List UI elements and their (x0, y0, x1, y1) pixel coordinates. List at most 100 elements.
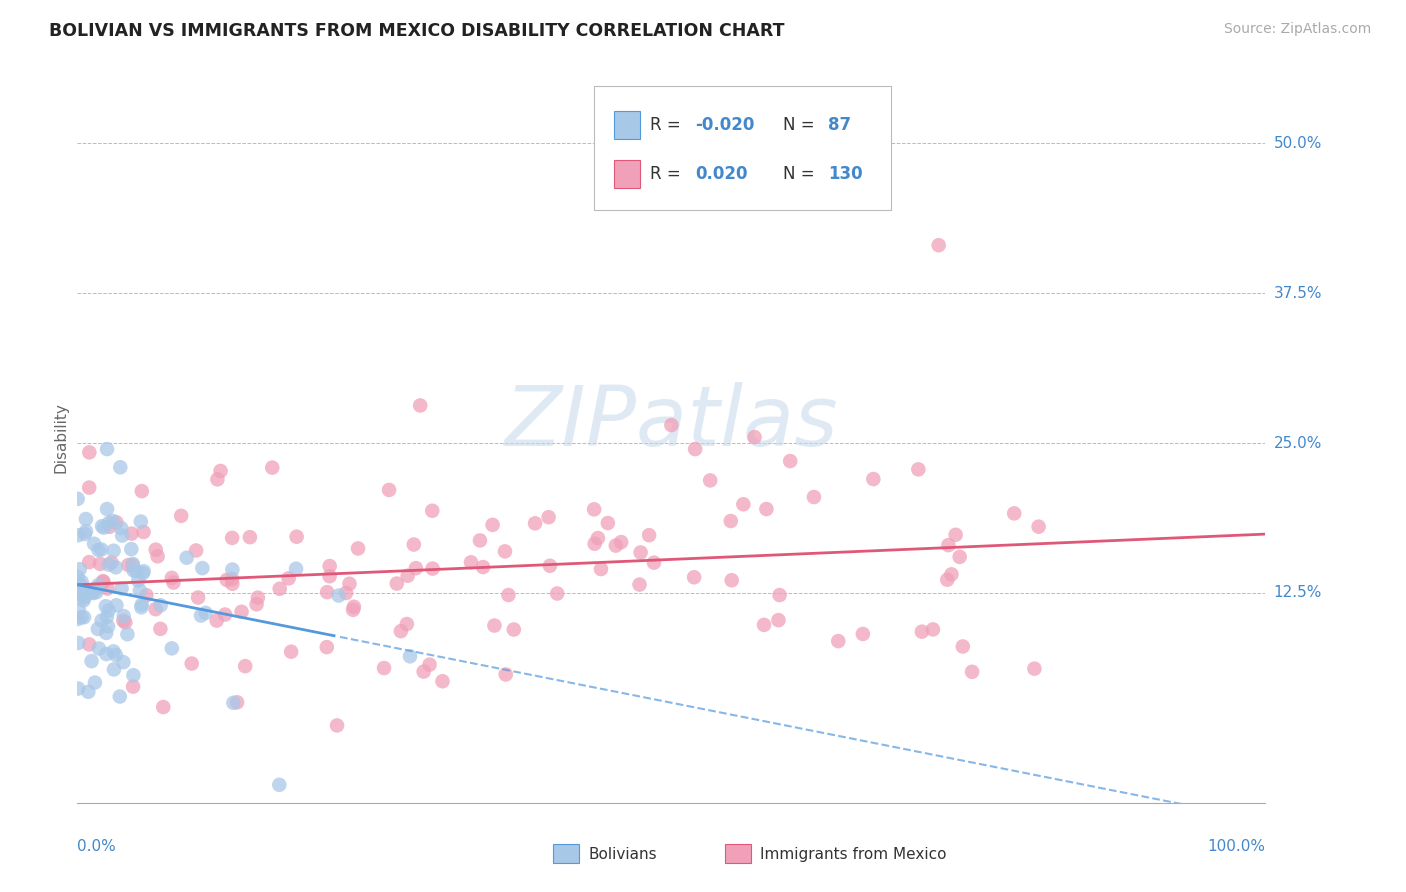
Point (70, 610, 93, 624)
Point (75, 524, 97, 539)
FancyBboxPatch shape (595, 86, 891, 211)
Point (66, 570, 89, 584)
Point (66, 491, 89, 506)
Text: 12.5%: 12.5% (1274, 585, 1322, 600)
Point (103, 644, 125, 658)
Point (209, 464, 232, 478)
Point (378, 483, 401, 497)
Text: R =: R = (650, 116, 686, 134)
Point (90, 542, 112, 557)
Text: 50.0%: 50.0% (1274, 136, 1322, 151)
Point (409, 399, 432, 413)
Point (176, 550, 198, 565)
Point (91, 574, 114, 588)
Point (221, 563, 243, 577)
Point (131, 598, 153, 612)
Point (191, 561, 214, 575)
Point (117, 627, 139, 641)
Point (949, 549, 972, 564)
Point (328, 589, 350, 603)
Point (484, 618, 506, 632)
Point (280, 645, 302, 659)
Point (160, 571, 183, 585)
Point (960, 665, 983, 679)
Text: 37.5%: 37.5% (1274, 285, 1322, 301)
Point (98, 520, 121, 534)
Point (194, 606, 217, 620)
Point (389, 624, 412, 639)
Text: BOLIVIAN VS IMMIGRANTS FROM MEXICO DISABILITY CORRELATION CHART: BOLIVIAN VS IMMIGRANTS FROM MEXICO DISAB… (49, 22, 785, 40)
Point (77, 637, 100, 651)
Point (96, 610, 118, 624)
Point (221, 531, 243, 545)
Point (112, 614, 135, 628)
Point (928, 238, 950, 252)
Point (103, 662, 125, 676)
Point (610, 535, 633, 549)
Point (239, 530, 262, 544)
Point (752, 618, 775, 632)
Point (226, 695, 249, 709)
Point (744, 430, 766, 444)
Point (285, 530, 308, 544)
Point (342, 603, 364, 617)
Y-axis label: Disability: Disability (53, 401, 69, 473)
Point (94, 599, 117, 614)
Point (277, 571, 299, 585)
Point (502, 623, 524, 637)
Point (97, 619, 120, 633)
Point (67, 636, 90, 650)
Point (77, 685, 100, 699)
Point (121, 526, 143, 541)
Text: Immigrants from Mexico: Immigrants from Mexico (761, 847, 948, 862)
Point (110, 521, 132, 535)
Point (583, 537, 606, 551)
Point (120, 542, 142, 557)
Point (952, 640, 974, 654)
FancyBboxPatch shape (725, 845, 751, 863)
Point (110, 582, 132, 596)
Point (105, 599, 128, 613)
Point (80, 586, 103, 600)
Point (93, 521, 115, 535)
Point (215, 573, 238, 587)
Point (683, 570, 706, 584)
Point (768, 613, 790, 627)
Point (214, 607, 236, 622)
Point (114, 615, 136, 630)
Point (72, 593, 94, 607)
Point (432, 674, 454, 689)
Point (246, 591, 269, 605)
Point (318, 569, 340, 583)
Point (494, 544, 516, 558)
Point (87, 641, 110, 656)
Point (73, 527, 96, 541)
Point (231, 605, 253, 619)
Point (385, 576, 408, 591)
Point (936, 573, 959, 587)
Point (96, 442, 118, 456)
Point (538, 558, 561, 573)
Point (132, 524, 155, 539)
Point (69, 562, 91, 576)
Point (66, 612, 89, 626)
Point (149, 622, 172, 636)
Point (149, 599, 172, 613)
Point (911, 624, 934, 639)
Point (180, 657, 202, 671)
Point (221, 576, 243, 591)
Text: -0.020: -0.020 (695, 116, 755, 134)
Point (87, 578, 110, 592)
Point (405, 561, 427, 575)
Point (922, 623, 945, 637)
Point (335, 586, 357, 600)
Point (326, 718, 349, 732)
Point (768, 588, 790, 602)
Point (96, 647, 118, 661)
Point (347, 541, 370, 556)
Point (121, 558, 143, 573)
Point (221, 572, 243, 586)
Point (402, 537, 425, 551)
Point (110, 460, 132, 475)
Point (132, 565, 155, 579)
